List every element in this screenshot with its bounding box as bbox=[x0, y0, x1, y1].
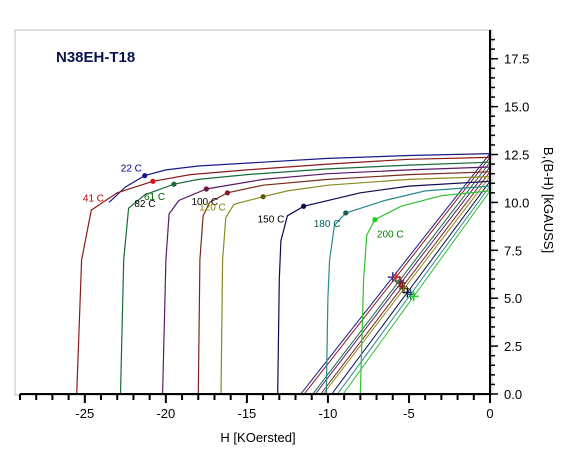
y-tick-label: 15.0 bbox=[504, 100, 529, 115]
normal-curve bbox=[403, 176, 491, 289]
y-axis-title: B,(B-H) [kGAUSS] bbox=[541, 147, 556, 253]
knee-point bbox=[301, 203, 307, 209]
y-tick-label: 5.0 bbox=[504, 291, 522, 306]
series-180c: 180 C bbox=[314, 185, 491, 395]
y-tick-label: 17.5 bbox=[504, 52, 529, 67]
normal-curve-extension bbox=[342, 296, 415, 395]
knee-point bbox=[343, 210, 349, 216]
series-100c: 100 C bbox=[191, 171, 491, 395]
normal-curve-extension bbox=[312, 280, 400, 395]
normal-curve bbox=[406, 181, 491, 293]
curve-label: 200 C bbox=[377, 230, 404, 241]
y-tick-label: 12.5 bbox=[504, 148, 529, 163]
curve-label: 100 C bbox=[191, 197, 218, 208]
intrinsic-curve bbox=[325, 185, 491, 395]
series-200c: 200 C bbox=[342, 190, 491, 395]
x-tick-label: -10 bbox=[319, 406, 338, 421]
curve-label: 61 C bbox=[144, 192, 165, 203]
knee-point bbox=[260, 194, 266, 200]
normal-curve-extension bbox=[315, 282, 402, 395]
y-tick-label: 10.0 bbox=[504, 195, 529, 210]
knee-point bbox=[372, 217, 378, 223]
y-tick-label: 0.0 bbox=[504, 387, 522, 402]
curve-label: 82 C bbox=[134, 199, 155, 210]
curve-label: 180 C bbox=[314, 219, 341, 230]
knee-point bbox=[224, 190, 231, 196]
x-tick-label: -5 bbox=[403, 406, 415, 421]
series-120c: 120 C bbox=[199, 176, 491, 395]
normal-curve-extension bbox=[337, 294, 411, 395]
series-150c: 150 C bbox=[258, 180, 491, 395]
intrinsic-curve bbox=[277, 180, 491, 395]
series-82c: 82 C bbox=[134, 166, 491, 395]
normal-curve-extension bbox=[303, 276, 397, 395]
knee-point bbox=[203, 186, 209, 192]
curve-label: 120 C bbox=[199, 203, 226, 214]
intrinsic-curve bbox=[359, 190, 491, 395]
normal-curve bbox=[402, 171, 491, 288]
x-tick-label: -20 bbox=[156, 406, 175, 421]
normal-curve bbox=[392, 153, 491, 278]
x-tick-label: -15 bbox=[237, 406, 256, 421]
axes-group: -25 -20 -15 -10 -5 0 0.0 2.5 5.0 7.5 10.0 12.5 15.0 1… bbox=[19, 30, 529, 421]
curve-label: 150 C bbox=[258, 214, 285, 225]
knee-point bbox=[171, 181, 177, 187]
normal-curve bbox=[400, 166, 491, 284]
intrinsic-curve bbox=[119, 161, 491, 395]
x-axis-title: H [KOersted] bbox=[220, 430, 295, 445]
curve-label: 41 C bbox=[83, 193, 104, 204]
curve-label: 22 C bbox=[121, 164, 142, 175]
y-tick-label: 7.5 bbox=[504, 243, 522, 258]
normal-curve bbox=[413, 190, 491, 297]
knee-point bbox=[142, 173, 148, 179]
chart-title: N38EH-T18 bbox=[56, 49, 135, 66]
normal-curve-extension bbox=[300, 276, 394, 395]
normal-curve-extension bbox=[331, 292, 408, 395]
x-tick-label: -25 bbox=[75, 406, 94, 421]
normal-curve bbox=[410, 185, 491, 295]
normal-curve-extension bbox=[322, 288, 405, 395]
x-tick-label: 0 bbox=[486, 406, 493, 421]
intrinsic-curve bbox=[76, 156, 491, 395]
series-41c: 41 C bbox=[76, 156, 491, 395]
knee-point bbox=[150, 178, 156, 184]
intrinsic-curve bbox=[108, 153, 491, 203]
y-tick-label: 2.5 bbox=[504, 339, 522, 354]
